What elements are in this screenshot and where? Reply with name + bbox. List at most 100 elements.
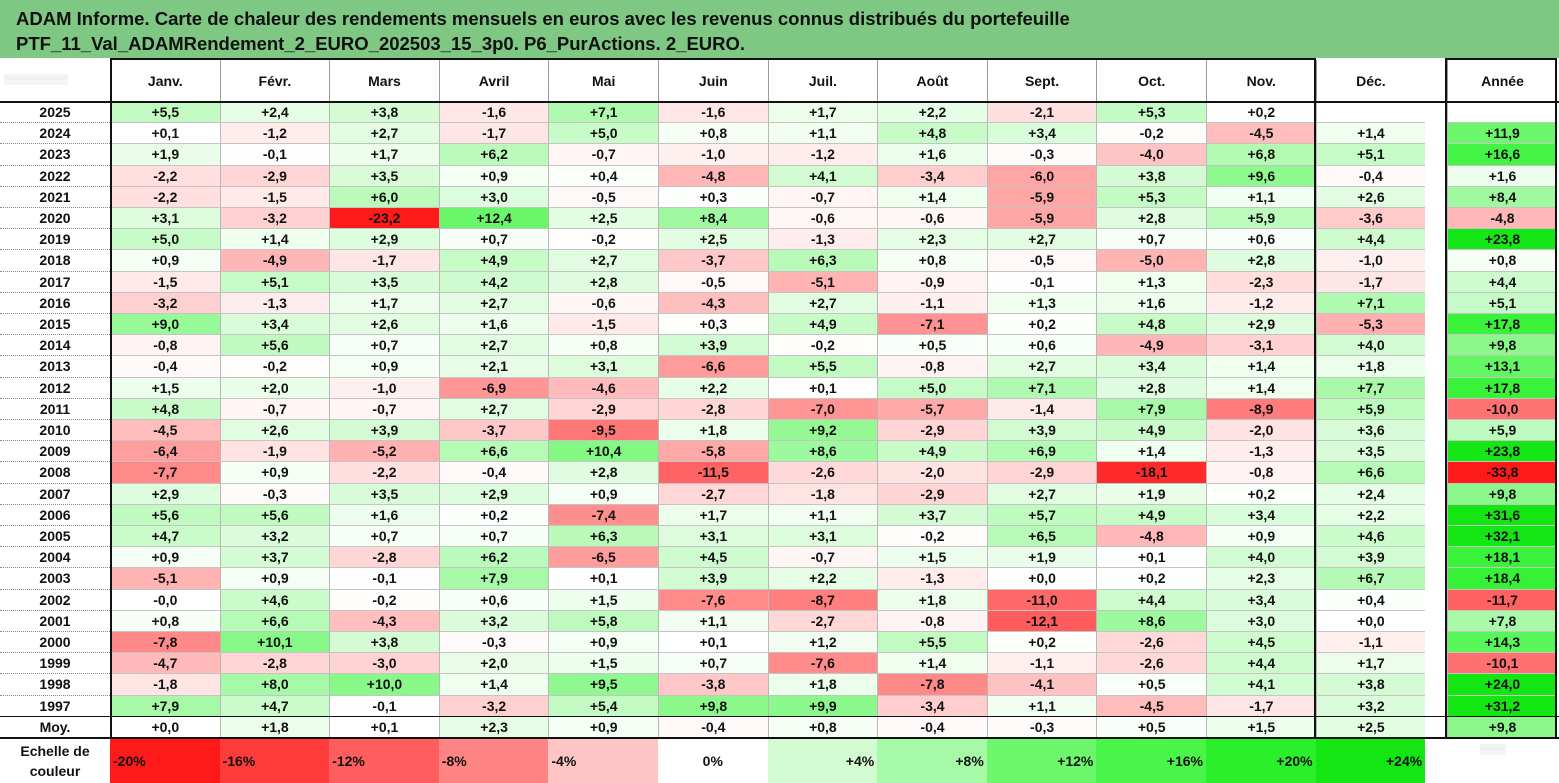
month-cell: +1,5 xyxy=(548,589,658,611)
year-label: 2017 xyxy=(0,271,110,293)
annual-cell: +31,2 xyxy=(1447,695,1557,717)
year-label: 2000 xyxy=(0,632,110,654)
month-cell: +4,6 xyxy=(219,589,330,611)
month-cell: +6,9 xyxy=(986,441,1097,463)
month-cell: +2,9 xyxy=(329,229,439,251)
month-cell: -23,2 xyxy=(329,208,439,230)
month-cell: +10,4 xyxy=(548,441,658,463)
month-cell: +0,1 xyxy=(110,123,220,145)
month-cell: +2,8 xyxy=(548,462,658,484)
month-cell: +0,3 xyxy=(658,186,768,208)
month-cell: +2,7 xyxy=(986,356,1097,378)
month-cell: -0,7 xyxy=(329,398,439,420)
year-label: 2007 xyxy=(0,483,110,505)
year-label: 2022 xyxy=(0,165,110,187)
month-cell: +5,5 xyxy=(877,632,987,654)
annual-cell: +9,8 xyxy=(1447,335,1557,357)
month-cell: +2,8 xyxy=(548,271,658,293)
month-cell: -0,3 xyxy=(219,483,330,505)
month-cell: +2,5 xyxy=(548,208,658,230)
month-cell: +1,4 xyxy=(877,186,987,208)
month-cell: +0,7 xyxy=(438,229,549,251)
month-cell: +1,1 xyxy=(767,123,878,145)
year-label: 2025 xyxy=(0,102,110,124)
year-label: 2014 xyxy=(0,335,110,357)
month-cell: -4,8 xyxy=(658,165,768,187)
column-header: Mai xyxy=(548,60,658,102)
month-cell: +2,6 xyxy=(1315,186,1426,208)
year-label: 2021 xyxy=(0,186,110,208)
month-cell: +0,9 xyxy=(110,547,220,569)
month-cell: +0,9 xyxy=(548,483,658,505)
color-scale-swatch: -8% xyxy=(438,739,549,783)
month-cell: +3,9 xyxy=(329,420,439,442)
month-cell: +0,9 xyxy=(329,356,439,378)
month-cell: +3,5 xyxy=(329,483,439,505)
year-label: 2016 xyxy=(0,292,110,314)
month-cell: -1,2 xyxy=(1206,292,1316,314)
month-cell: +4,2 xyxy=(438,271,549,293)
month-cell: -1,5 xyxy=(548,314,658,336)
month-cell: +2,9 xyxy=(1206,314,1316,336)
month-cell: -4,6 xyxy=(548,377,658,399)
month-cell: +2,2 xyxy=(658,377,768,399)
month-cell: -2,8 xyxy=(329,547,439,569)
month-cell: +2,3 xyxy=(438,716,549,738)
color-scale-label: Echelle de couleur xyxy=(0,739,110,783)
color-scale-swatch: +8% xyxy=(877,739,987,783)
year-label: 2020 xyxy=(0,208,110,230)
month-cell: +0,4 xyxy=(548,165,658,187)
month-cell: -0,2 xyxy=(219,356,330,378)
month-cell: -3,7 xyxy=(658,250,768,272)
month-cell: +3,4 xyxy=(1206,589,1316,611)
month-cell: +1,5 xyxy=(1206,716,1316,738)
month-cell: -8,9 xyxy=(1206,398,1316,420)
month-cell: +5,7 xyxy=(986,504,1097,526)
month-cell: -0,4 xyxy=(110,356,220,378)
month-cell: +1,4 xyxy=(219,229,330,251)
month-cell: -2,9 xyxy=(219,165,330,187)
month-cell: +3,1 xyxy=(110,208,220,230)
month-cell: -5,8 xyxy=(658,441,768,463)
month-cell: -1,8 xyxy=(110,674,220,696)
month-cell: +7,9 xyxy=(1096,398,1206,420)
month-cell: +4,8 xyxy=(877,123,987,145)
column-header: Nov. xyxy=(1206,60,1316,102)
month-cell: -11,5 xyxy=(658,462,768,484)
color-scale-label-line1: Echelle de xyxy=(20,743,90,759)
month-cell: +0,7 xyxy=(438,526,549,548)
month-cell: -0,1 xyxy=(986,271,1097,293)
month-cell: +9,0 xyxy=(110,314,220,336)
month-cell: +3,8 xyxy=(1096,165,1206,187)
month-cell: -2,9 xyxy=(548,398,658,420)
month-cell: +10,1 xyxy=(219,632,330,654)
month-cell: -2,2 xyxy=(329,462,439,484)
month-cell: -4,1 xyxy=(986,674,1097,696)
column-header: Avril xyxy=(438,60,549,102)
month-cell: +2,6 xyxy=(219,420,330,442)
month-cell: +3,9 xyxy=(658,568,768,590)
annual-cell: -33,8 xyxy=(1447,462,1557,484)
month-cell: -1,4 xyxy=(986,398,1097,420)
column-header: Août xyxy=(877,60,987,102)
month-cell: -4,3 xyxy=(658,292,768,314)
month-cell: +1,5 xyxy=(110,377,220,399)
annual-cell: +7,8 xyxy=(1447,610,1557,632)
month-cell: +1,6 xyxy=(877,144,987,166)
month-cell: +8,4 xyxy=(658,208,768,230)
month-cell: +3,5 xyxy=(329,165,439,187)
year-label: 2019 xyxy=(0,229,110,251)
month-cell: +0,7 xyxy=(329,526,439,548)
month-cell: +0,7 xyxy=(658,653,768,675)
month-cell: +3,6 xyxy=(1315,420,1426,442)
month-cell: +0,7 xyxy=(1096,229,1206,251)
month-cell: +0,9 xyxy=(438,165,549,187)
month-cell: +1,8 xyxy=(219,716,330,738)
month-cell: +5,5 xyxy=(110,102,220,124)
annual-cell: +18,4 xyxy=(1447,568,1557,590)
year-label: 2018 xyxy=(0,250,110,272)
month-cell: -1,3 xyxy=(877,568,987,590)
annual-cell: +17,8 xyxy=(1447,377,1557,399)
grid-line xyxy=(110,58,1315,60)
